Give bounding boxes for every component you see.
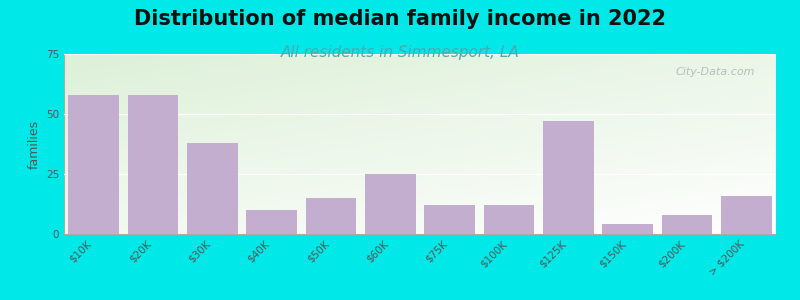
Bar [543, 121, 594, 234]
Bar [128, 95, 178, 234]
Text: Distribution of median family income in 2022: Distribution of median family income in … [134, 9, 666, 29]
Y-axis label: families: families [27, 119, 40, 169]
Bar [69, 95, 119, 234]
Bar [484, 205, 534, 234]
Bar [602, 224, 653, 234]
Bar [246, 210, 297, 234]
Bar [662, 215, 712, 234]
Bar [365, 174, 415, 234]
Bar [721, 196, 771, 234]
Bar [425, 205, 475, 234]
Text: City-Data.com: City-Data.com [675, 67, 754, 76]
Bar [187, 143, 238, 234]
Text: All residents in Simmesport, LA: All residents in Simmesport, LA [281, 45, 519, 60]
Bar [306, 198, 356, 234]
